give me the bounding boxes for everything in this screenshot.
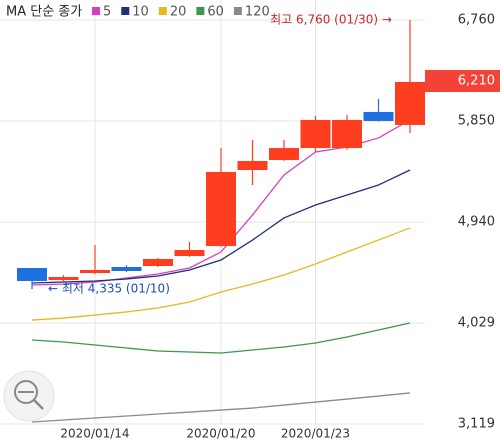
last-price-box <box>425 70 500 93</box>
candle-body <box>174 250 205 257</box>
y-tick-label: 5,850 <box>458 113 495 128</box>
legend-label: 60 <box>207 5 224 20</box>
candle-body <box>48 276 79 280</box>
legend-label: 5 <box>103 5 111 20</box>
candle-body <box>363 111 394 121</box>
high-annotation: 최고 6,760 (01/30) → <box>270 12 392 26</box>
x-tick-label: 2020/01/23 <box>281 427 350 441</box>
candle-body <box>80 269 110 273</box>
legend-swatch <box>233 7 242 15</box>
zoom-icon <box>33 399 44 410</box>
candle-body <box>17 267 47 281</box>
candle-body <box>395 82 425 125</box>
y-tick-label: 4,029 <box>458 316 495 331</box>
candle-body <box>269 148 299 161</box>
zoom-button[interactable] <box>3 370 55 422</box>
ma-line <box>31 169 411 284</box>
legend-swatch <box>158 7 167 15</box>
ma-line <box>31 322 411 354</box>
y-tick-label: 6,760 <box>458 12 495 27</box>
candle-body <box>237 161 268 171</box>
legend-swatch <box>196 7 205 15</box>
candle-body <box>143 259 173 267</box>
x-tick-label: 2020/01/14 <box>60 427 129 441</box>
zoom-icon <box>14 380 38 404</box>
legend-label: 20 <box>170 5 187 20</box>
candle-body <box>206 172 236 247</box>
zoom-button-bg[interactable] <box>3 370 55 422</box>
legend-swatch <box>92 7 100 15</box>
y-tick-label: 3,119 <box>458 417 495 432</box>
y-tick-label: 4,940 <box>458 214 495 229</box>
candle-body <box>332 119 362 149</box>
legend-label: 10 <box>132 5 149 20</box>
candle-body <box>111 266 142 271</box>
low-annotation: ← 최저 4,335 (01/10) <box>48 282 170 296</box>
legend-swatch <box>121 7 130 15</box>
candle-body <box>300 119 331 149</box>
x-tick-label: 2020/01/20 <box>186 427 255 441</box>
ma-line <box>31 392 411 423</box>
legend-title: MA 단순 종가 <box>6 5 82 20</box>
ma-line <box>31 227 411 321</box>
legend-label: 120 <box>245 5 270 20</box>
last-price-label: 6,210 <box>458 74 495 89</box>
